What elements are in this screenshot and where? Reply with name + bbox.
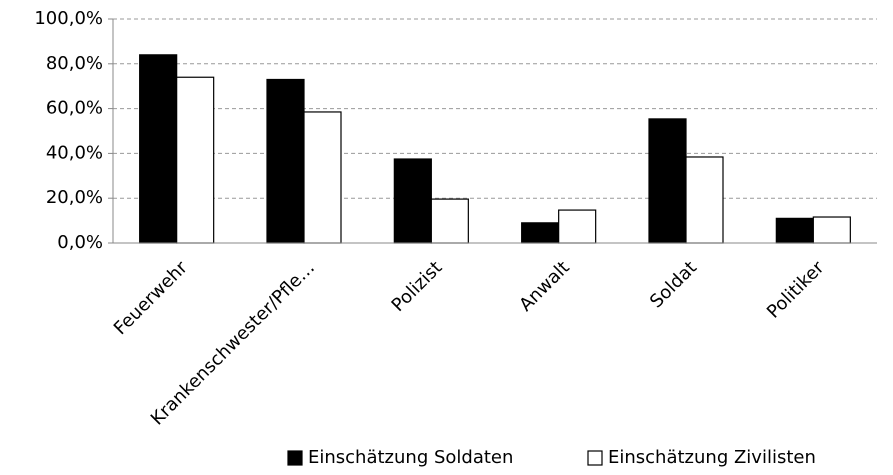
bar [393, 158, 432, 244]
x-tick-label: Anwalt [515, 257, 573, 315]
legend-label: Einschätzung Soldaten [308, 447, 513, 468]
y-tick-label: 0,0% [57, 232, 103, 253]
bar [176, 76, 215, 244]
bar [303, 111, 342, 244]
x-tick-label: Politiker [763, 257, 829, 323]
legend-swatch [587, 450, 603, 466]
legend-label: Einschätzung Zivilisten [608, 447, 816, 468]
y-tick-label: 20,0% [46, 187, 103, 208]
bar [521, 222, 560, 244]
bar [430, 198, 469, 244]
legend-swatch [287, 450, 303, 466]
bar [685, 156, 724, 244]
bar [558, 209, 597, 244]
bar [812, 216, 851, 244]
y-tick-label: 40,0% [46, 142, 103, 163]
x-tick-label: Soldat [646, 257, 701, 312]
bar [139, 54, 178, 244]
bar [775, 217, 814, 244]
x-tick-label: Feuerwehr [110, 257, 192, 339]
x-tick-label: Polizist [388, 257, 447, 316]
y-tick-label: 80,0% [46, 53, 103, 74]
y-tick-label: 100,0% [34, 8, 103, 29]
y-tick-label: 60,0% [46, 98, 103, 119]
bar [266, 78, 305, 244]
bar [648, 118, 687, 244]
